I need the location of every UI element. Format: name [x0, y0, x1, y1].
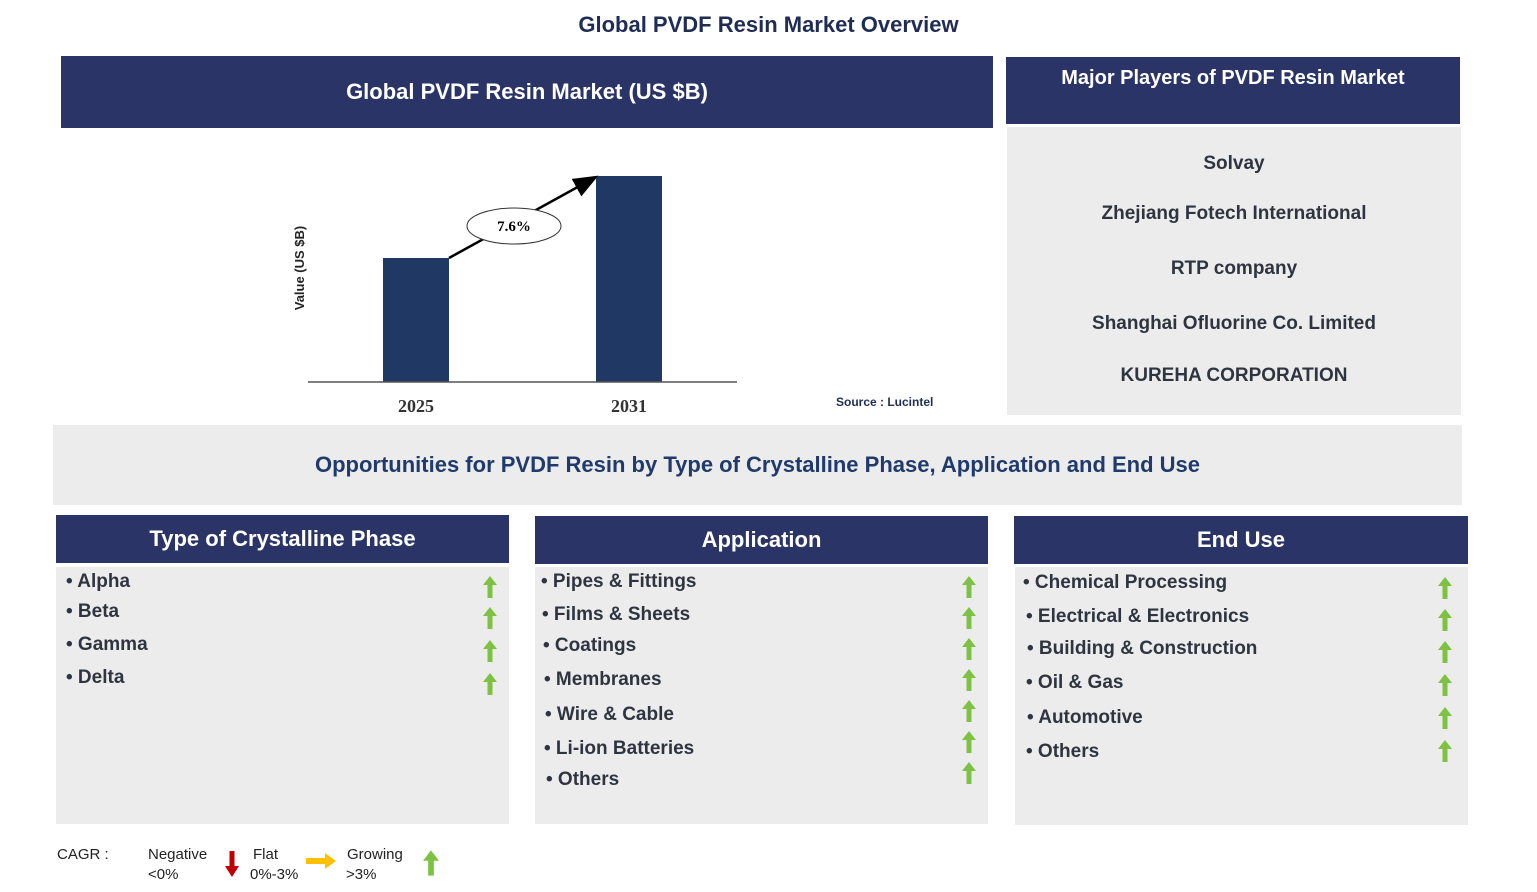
down-arrow-icon — [225, 851, 239, 877]
up-arrow-icon — [1438, 707, 1452, 729]
segment-header: Type of Crystalline Phase — [56, 515, 509, 563]
up-arrow-icon — [483, 640, 497, 662]
up-arrow-icon — [962, 762, 976, 784]
up-arrow-icon — [483, 607, 497, 629]
page-title: Global PVDF Resin Market Overview — [578, 12, 959, 37]
list-item: • Electrical & Electronics — [1026, 606, 1250, 627]
up-arrow-icon — [1438, 674, 1452, 696]
x-tick-2031: 2031 — [611, 396, 647, 416]
up-arrow-icon — [962, 669, 976, 691]
opportunities-title: Opportunities for PVDF Resin by Type of … — [53, 425, 1462, 505]
up-arrow-icon — [483, 576, 497, 598]
list-item: • Automotive — [1027, 707, 1143, 728]
list-item: • Oil & Gas — [1026, 672, 1124, 693]
bar-chart: Value (US $B) 2025 2031 7.6% — [292, 175, 737, 416]
list-item: • Others — [1026, 741, 1100, 762]
list-item: • Others — [546, 769, 620, 790]
list-item: • Li-ion Batteries — [544, 738, 695, 759]
segment-body: • Alpha • Beta • Gamma • Delta — [56, 567, 509, 824]
bar-2025 — [383, 258, 449, 382]
list-item: • Delta — [66, 667, 125, 688]
up-arrow-icon — [483, 673, 497, 695]
player-item: Zhejiang Fotech International — [1101, 203, 1367, 224]
list-item: • Pipes & Fittings — [541, 571, 697, 592]
player-item: RTP company — [1170, 258, 1298, 279]
up-arrow-icon — [1438, 577, 1452, 599]
legend-flat-range: 0%-3% — [250, 866, 299, 883]
segment-header: Application — [535, 516, 988, 564]
cagr-ellipse — [466, 207, 562, 245]
up-arrow-icon — [1438, 609, 1452, 631]
bar-2031 — [596, 176, 662, 382]
up-arrow-icon — [1438, 641, 1452, 663]
list-item: • Building & Construction — [1027, 638, 1258, 659]
player-item: Solvay — [1203, 153, 1265, 174]
segment-crystalline-phase: Type of Crystalline Phase — [56, 515, 509, 563]
y-axis-label: Value (US $B) — [292, 226, 307, 311]
player-item: Shanghai Ofluorine Co. Limited — [1092, 313, 1376, 334]
up-arrow-icon — [962, 638, 976, 660]
up-arrow-icon — [962, 576, 976, 598]
segment-body: • Chemical Processing • Electrical & Ele… — [1015, 567, 1468, 825]
segment-application: Application — [535, 516, 988, 564]
segment-body: • Pipes & Fittings • Films & Sheets • Co… — [535, 567, 988, 824]
list-item: • Gamma — [66, 634, 148, 655]
legend-growing-range: >3% — [346, 866, 377, 883]
list-item: • Films & Sheets — [542, 604, 691, 625]
players-header: Major Players of PVDF Resin Market — [1006, 57, 1460, 124]
list-item: • Chemical Processing — [1023, 572, 1228, 593]
up-arrow-icon — [962, 700, 976, 722]
up-arrow-icon — [423, 850, 439, 876]
legend-growing-label: Growing — [347, 846, 403, 863]
segment-header: End Use — [1014, 516, 1468, 564]
list-item: • Wire & Cable — [545, 704, 674, 725]
source-label: Source : Lucintel — [836, 395, 934, 409]
list-item: • Membranes — [544, 669, 662, 690]
list-item: • Coatings — [543, 635, 637, 656]
up-arrow-icon — [962, 607, 976, 629]
legend-flat-label: Flat — [253, 846, 279, 863]
cagr-label: 7.6% — [497, 219, 531, 235]
x-tick-2025: 2025 — [398, 396, 434, 416]
list-item: • Beta — [66, 601, 120, 622]
legend-negative-label: Negative — [148, 846, 208, 863]
list-item: • Alpha — [66, 571, 131, 592]
flat-arrow-icon — [306, 853, 336, 869]
player-item: KUREHA CORPORATION — [1120, 365, 1348, 386]
players-list: Solvay Zhejiang Fotech International RTP… — [1007, 127, 1461, 415]
legend-negative-range: <0% — [148, 866, 179, 883]
chart-header: Global PVDF Resin Market (US $B) — [61, 56, 993, 128]
segment-end-use: End Use — [1014, 516, 1468, 564]
legend-cagr-label: CAGR : — [57, 846, 109, 863]
up-arrow-icon — [1438, 740, 1452, 762]
up-arrow-icon — [962, 731, 976, 753]
